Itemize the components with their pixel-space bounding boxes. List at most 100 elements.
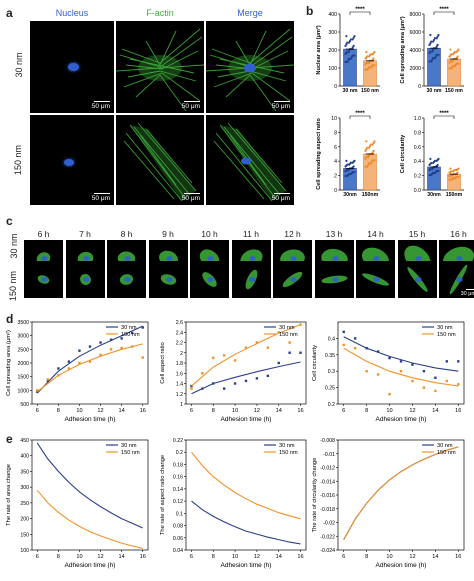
x-axis-label: Adhesion time (h): [376, 562, 427, 569]
y-tick-label: 0.12: [173, 499, 183, 505]
y-tick-label: -0.016: [320, 493, 335, 499]
x-tick-label: 6: [190, 554, 193, 560]
data-point: [346, 41, 349, 44]
legend-label: 30 nm: [437, 325, 453, 331]
y-tick-label: 2.2: [176, 341, 183, 347]
data-point: [288, 351, 291, 354]
data-point: [435, 53, 438, 56]
row-label-30nm: 30 nm: [14, 52, 24, 78]
data-point: [448, 67, 451, 70]
data-point: [376, 350, 380, 353]
data-point: [130, 331, 134, 335]
row-label-150nm: 150 nm: [13, 144, 23, 176]
x-tick-label: 10: [76, 554, 82, 560]
y-axis-label: Cell spreading area (μm²): [6, 330, 12, 396]
y-tick-label: 0.2: [414, 174, 421, 180]
data-point: [436, 43, 439, 46]
data-point: [455, 168, 458, 172]
data-point: [347, 51, 350, 54]
y-tick-label: 0.14: [173, 487, 183, 493]
data-point: [450, 178, 453, 181]
panel-label-a: a: [6, 6, 13, 20]
data-point: [299, 351, 302, 354]
data-point: [448, 171, 451, 174]
data-point: [99, 353, 102, 356]
significance-label: ****: [355, 7, 365, 13]
y-tick-label: 2: [180, 351, 183, 357]
y-tick-label: 0.22: [173, 438, 183, 444]
data-point: [99, 341, 102, 344]
data-point: [437, 53, 440, 56]
time-label: 6 h: [37, 229, 50, 239]
data-point: [348, 41, 351, 44]
y-tick-label: 4000: [409, 48, 421, 54]
x-axis-label: Adhesion time (h): [376, 416, 427, 423]
y-tick-label: 450: [20, 438, 29, 444]
data-point: [353, 171, 356, 174]
panel-label-d: d: [6, 312, 14, 326]
data-point: [434, 376, 437, 379]
x-tick-label: 8: [212, 554, 215, 560]
y-tick-label: -0.01: [323, 452, 335, 458]
y-tick-label: 2000: [409, 66, 421, 72]
data-point: [78, 361, 81, 365]
y-tick-label: 1000: [17, 388, 29, 394]
y-tick-label: -0.022: [320, 534, 335, 540]
data-point: [428, 60, 431, 63]
y-tick-label: 200: [20, 517, 29, 523]
fit-line: [343, 347, 459, 387]
c-tile-150nm: [273, 261, 312, 298]
data-point: [388, 356, 391, 360]
data-point: [349, 57, 352, 60]
legend-label: 30 nm: [437, 443, 453, 449]
col-title-merge: Merge: [237, 8, 263, 18]
line-chart: 6 8 10 12 14 16 -0.024 -0.022 -0.02 -0.018 -0.016 -…: [312, 438, 465, 569]
time-label: 12 h: [284, 229, 301, 239]
data-point: [435, 159, 438, 163]
x-tick-label: 6: [342, 554, 345, 560]
c-tile-150nm: [24, 261, 63, 298]
y-tick-label: 200: [328, 48, 337, 54]
micrograph-nucleus-150nm: 50 μm: [30, 115, 114, 205]
data-point: [349, 172, 352, 176]
data-point: [445, 379, 449, 383]
x-tick-label: 10: [232, 408, 238, 414]
data-point: [431, 167, 434, 171]
data-point: [429, 33, 432, 37]
panel-de-line-charts: 6 8 10 12 14 1650010001500200025003000350030 …: [6, 320, 465, 569]
fit-line: [191, 451, 301, 520]
data-point: [451, 60, 454, 63]
data-point: [452, 53, 455, 56]
data-point: [348, 57, 351, 60]
data-point: [435, 45, 438, 48]
data-point: [120, 337, 123, 340]
data-point: [448, 178, 451, 181]
data-point: [233, 359, 237, 362]
data-point: [351, 161, 354, 164]
y-tick-label: 4: [334, 159, 337, 165]
x-tick-label: 16: [297, 554, 303, 560]
data-point: [376, 373, 380, 376]
time-label: 10 h: [201, 229, 218, 239]
data-point: [437, 33, 440, 37]
y-tick-label: 0: [334, 188, 337, 194]
legend-label: 150 nm: [437, 332, 456, 338]
x-tick-label: 12: [254, 408, 260, 414]
category-label: 150 nm: [361, 88, 379, 94]
x-tick-label: 10: [386, 554, 392, 560]
category-label: 30 nm: [427, 88, 442, 94]
data-point: [457, 62, 460, 65]
data-point: [365, 50, 368, 54]
data-point: [411, 363, 414, 366]
line-chart: 6 8 10 12 14 16 1 1.2 1.4 1.6 1.8 2 2.2 2.4 2.6 30 nm15…: [160, 320, 307, 423]
data-point: [222, 354, 226, 357]
y-tick-label: -0.02: [323, 521, 335, 527]
data-point: [255, 377, 259, 380]
micrograph-merge-150nm: 50 μm: [206, 115, 294, 205]
fit-line: [36, 489, 143, 549]
x-tick-label: 6: [342, 408, 345, 414]
data-point: [428, 163, 431, 167]
data-point: [368, 146, 371, 149]
data-point: [449, 167, 452, 170]
data-point: [428, 43, 431, 46]
